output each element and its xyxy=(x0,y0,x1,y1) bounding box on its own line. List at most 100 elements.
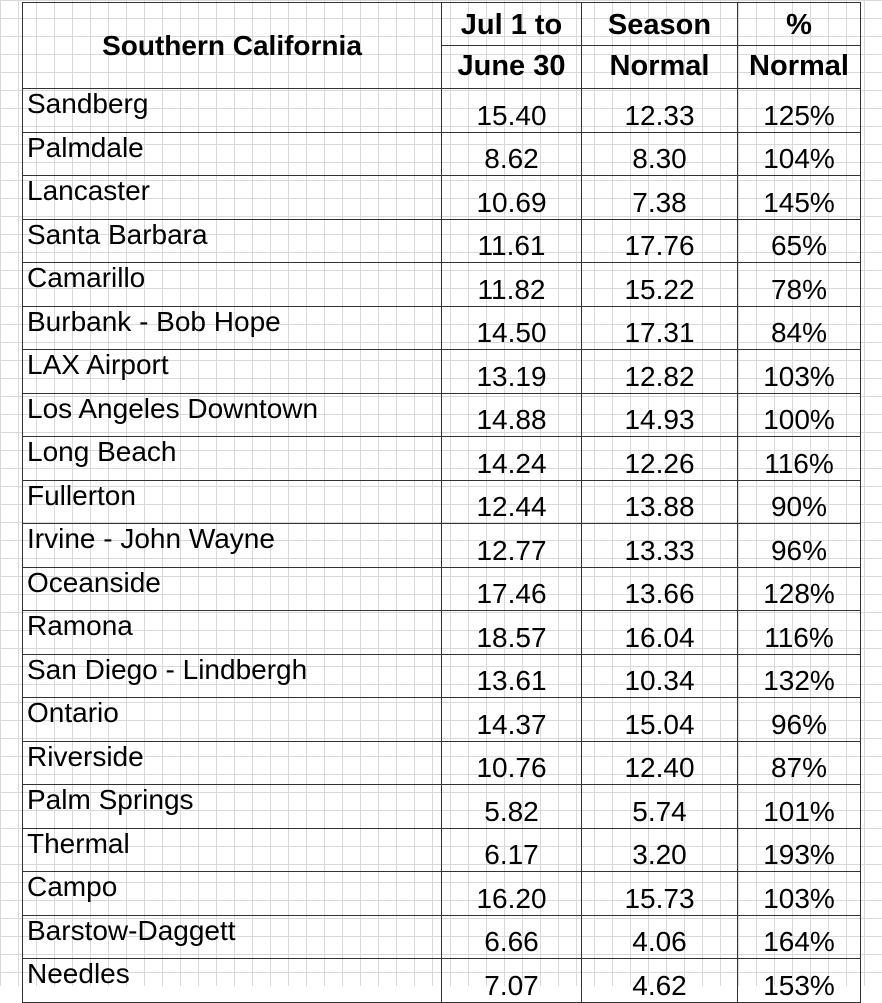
normal-cell[interactable]: 13.33 xyxy=(581,523,738,568)
total-cell[interactable]: 17.46 xyxy=(441,566,582,611)
col-percent-header-line1[interactable]: % xyxy=(737,2,861,46)
total-cell[interactable]: 14.88 xyxy=(441,392,582,437)
percent-cell[interactable]: 116% xyxy=(737,436,861,481)
table-row: Needles 7.07 4.62 153% xyxy=(22,958,861,1003)
normal-cell[interactable]: 4.06 xyxy=(581,914,738,959)
station-cell[interactable]: Ramona xyxy=(22,610,442,655)
table-row: San Diego - Lindbergh 13.61 10.34 132% xyxy=(22,653,861,698)
header-row-bottom: June 30 Normal Normal xyxy=(23,45,861,89)
total-cell[interactable]: 11.61 xyxy=(441,218,582,263)
station-cell[interactable]: Irvine - John Wayne xyxy=(22,523,442,568)
total-cell[interactable]: 12.44 xyxy=(441,479,582,524)
station-cell[interactable]: Los Angeles Downtown xyxy=(22,392,442,437)
total-cell[interactable]: 10.69 xyxy=(441,175,582,220)
percent-cell[interactable]: 96% xyxy=(737,697,861,742)
total-cell[interactable]: 7.07 xyxy=(441,958,582,1003)
normal-cell[interactable]: 7.38 xyxy=(581,175,738,220)
station-cell[interactable]: Burbank - Bob Hope xyxy=(22,305,442,350)
station-cell[interactable]: Thermal xyxy=(22,827,442,872)
normal-cell[interactable]: 17.31 xyxy=(581,305,738,350)
region-header[interactable]: Southern California xyxy=(22,2,442,89)
total-cell[interactable]: 13.19 xyxy=(441,349,582,394)
station-cell[interactable]: Long Beach xyxy=(22,436,442,481)
percent-cell[interactable]: 103% xyxy=(737,349,861,394)
percent-cell[interactable]: 90% xyxy=(737,479,861,524)
percent-cell[interactable]: 101% xyxy=(737,784,861,829)
normal-cell[interactable]: 17.76 xyxy=(581,218,738,263)
total-cell[interactable]: 18.57 xyxy=(441,610,582,655)
normal-cell[interactable]: 13.66 xyxy=(581,566,738,611)
normal-cell[interactable]: 10.34 xyxy=(581,653,738,698)
percent-cell[interactable]: 96% xyxy=(737,523,861,568)
total-cell[interactable]: 16.20 xyxy=(441,871,582,916)
normal-cell[interactable]: 14.93 xyxy=(581,392,738,437)
col-period-header-line2[interactable]: June 30 xyxy=(441,45,582,89)
percent-cell[interactable]: 125% xyxy=(737,88,861,133)
normal-cell[interactable]: 12.82 xyxy=(581,349,738,394)
station-cell[interactable]: Ontario xyxy=(22,697,442,742)
total-cell[interactable]: 5.82 xyxy=(441,784,582,829)
percent-cell[interactable]: 84% xyxy=(737,305,861,350)
station-cell[interactable]: Camarillo xyxy=(22,262,442,307)
normal-cell[interactable]: 13.88 xyxy=(581,479,738,524)
total-cell[interactable]: 6.66 xyxy=(441,914,582,959)
total-cell[interactable]: 6.17 xyxy=(441,827,582,872)
percent-cell[interactable]: 145% xyxy=(737,175,861,220)
table-row: Palm Springs 5.82 5.74 101% xyxy=(22,784,861,829)
percent-cell[interactable]: 153% xyxy=(737,958,861,1003)
total-cell[interactable]: 14.37 xyxy=(441,697,582,742)
station-cell[interactable]: Palmdale xyxy=(22,131,442,176)
total-cell[interactable]: 10.76 xyxy=(441,740,582,785)
percent-cell[interactable]: 164% xyxy=(737,914,861,959)
percent-cell[interactable]: 104% xyxy=(737,131,861,176)
total-cell[interactable]: 13.61 xyxy=(441,653,582,698)
station-cell[interactable]: Palm Springs xyxy=(22,784,442,829)
col-period-header-line1[interactable]: Jul 1 to xyxy=(441,2,582,46)
percent-cell[interactable]: 116% xyxy=(737,610,861,655)
normal-cell[interactable]: 15.73 xyxy=(581,871,738,916)
percent-cell[interactable]: 87% xyxy=(737,740,861,785)
col-percent-header-line2[interactable]: Normal xyxy=(737,45,861,89)
station-cell[interactable]: LAX Airport xyxy=(22,349,442,394)
normal-cell[interactable]: 12.33 xyxy=(581,88,738,133)
percent-cell[interactable]: 100% xyxy=(737,392,861,437)
normal-cell[interactable]: 3.20 xyxy=(581,827,738,872)
normal-cell[interactable]: 12.26 xyxy=(581,436,738,481)
total-cell[interactable]: 15.40 xyxy=(441,88,582,133)
station-cell[interactable]: Fullerton xyxy=(22,479,442,524)
total-cell[interactable]: 11.82 xyxy=(441,262,582,307)
percent-cell[interactable]: 65% xyxy=(737,218,861,263)
header-row-top: Southern California Jul 1 to Season % xyxy=(22,2,861,89)
station-cell[interactable]: Campo xyxy=(22,871,442,916)
percent-cell[interactable]: 193% xyxy=(737,827,861,872)
station-cell[interactable]: San Diego - Lindbergh xyxy=(22,653,442,698)
table-row: Long Beach 14.24 12.26 116% xyxy=(22,436,861,481)
percent-cell[interactable]: 132% xyxy=(737,653,861,698)
normal-cell[interactable]: 8.30 xyxy=(581,131,738,176)
table-row: Fullerton 12.44 13.88 90% xyxy=(22,479,861,524)
total-cell[interactable]: 8.62 xyxy=(441,131,582,176)
percent-cell[interactable]: 128% xyxy=(737,566,861,611)
total-cell[interactable]: 12.77 xyxy=(441,523,582,568)
station-cell[interactable]: Lancaster xyxy=(22,175,442,220)
table-row: Los Angeles Downtown 14.88 14.93 100% xyxy=(22,392,861,437)
normal-cell[interactable]: 15.04 xyxy=(581,697,738,742)
percent-cell[interactable]: 103% xyxy=(737,871,861,916)
table-row: Burbank - Bob Hope 14.50 17.31 84% xyxy=(22,305,861,350)
station-cell[interactable]: Sandberg xyxy=(22,88,442,133)
normal-cell[interactable]: 12.40 xyxy=(581,740,738,785)
col-season-header-line1[interactable]: Season xyxy=(581,2,738,46)
station-cell[interactable]: Needles xyxy=(22,958,442,1003)
percent-cell[interactable]: 78% xyxy=(737,262,861,307)
total-cell[interactable]: 14.50 xyxy=(441,305,582,350)
normal-cell[interactable]: 15.22 xyxy=(581,262,738,307)
station-cell[interactable]: Barstow-Daggett xyxy=(22,914,442,959)
normal-cell[interactable]: 16.04 xyxy=(581,610,738,655)
station-cell[interactable]: Riverside xyxy=(22,740,442,785)
col-season-header-line2[interactable]: Normal xyxy=(581,45,738,89)
normal-cell[interactable]: 4.62 xyxy=(581,958,738,1003)
station-cell[interactable]: Santa Barbara xyxy=(22,218,442,263)
normal-cell[interactable]: 5.74 xyxy=(581,784,738,829)
total-cell[interactable]: 14.24 xyxy=(441,436,582,481)
station-cell[interactable]: Oceanside xyxy=(22,566,442,611)
